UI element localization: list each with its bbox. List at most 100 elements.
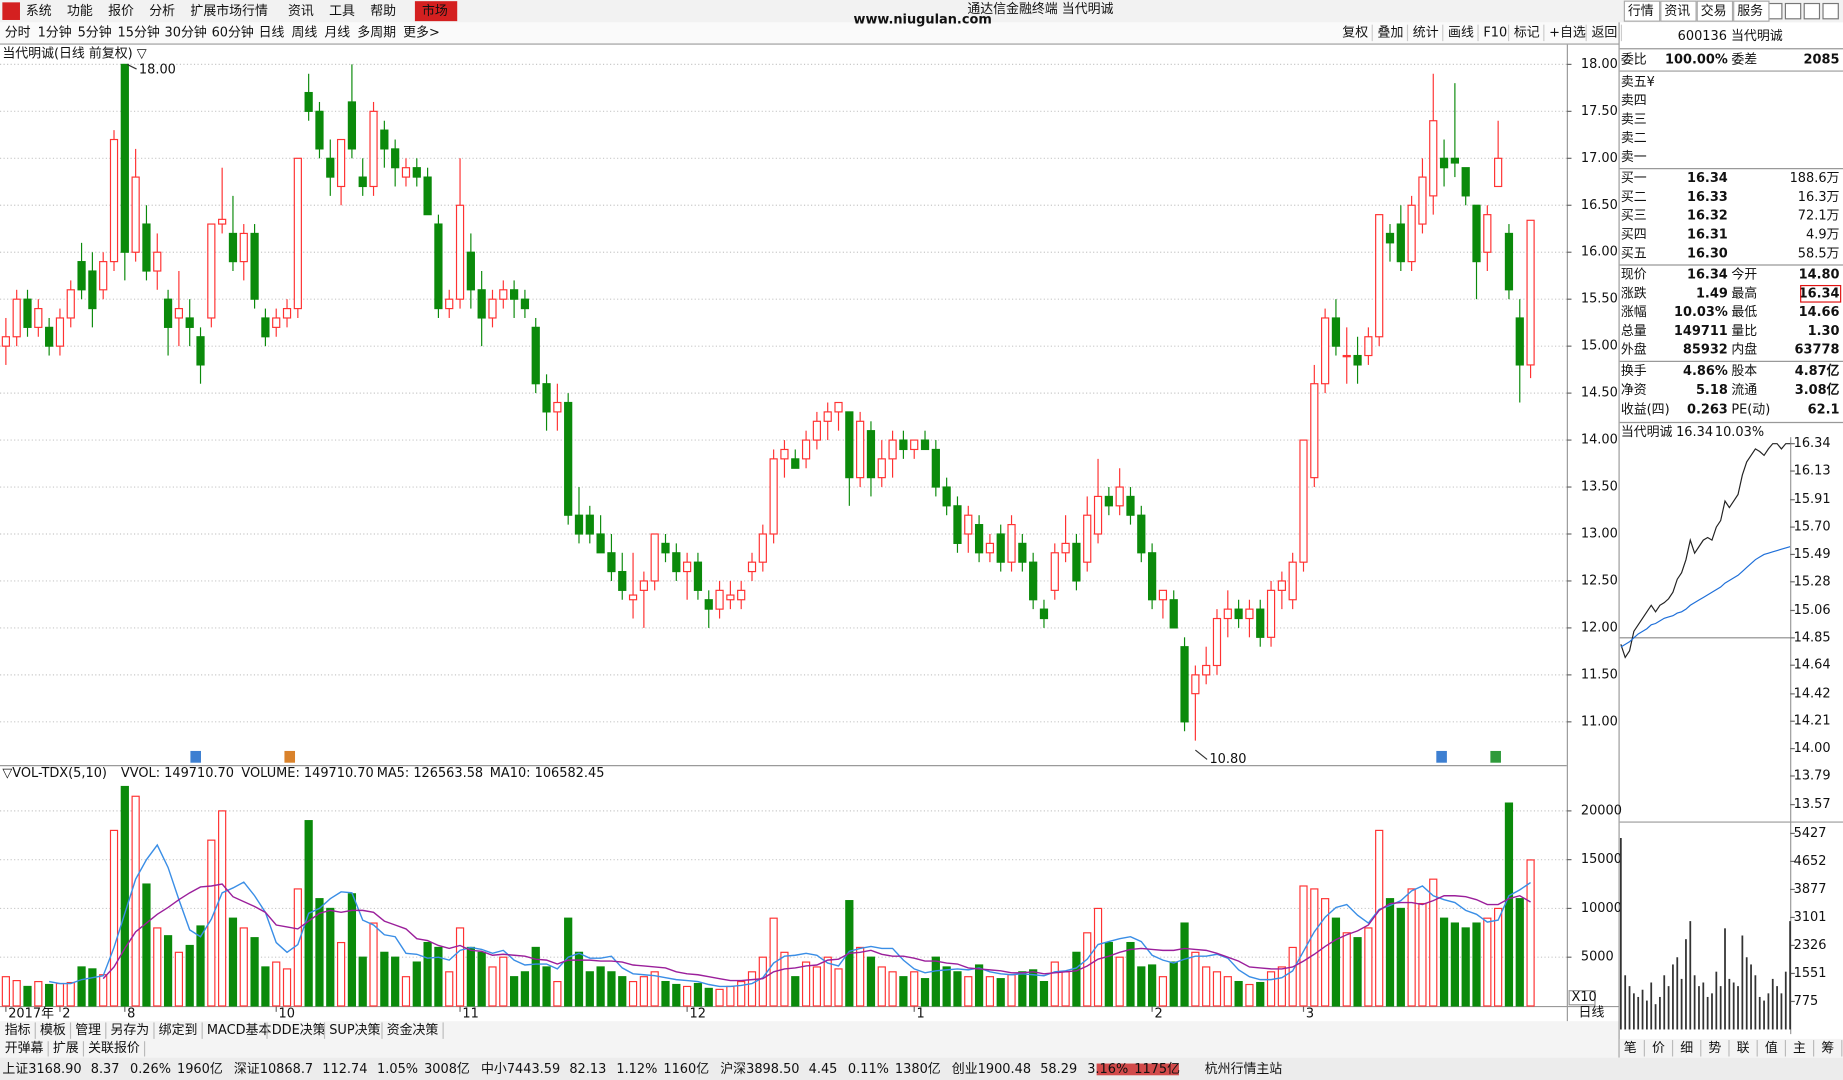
menu-item[interactable]: 报价 [108,4,134,19]
bottom-tab[interactable]: MACD基本 [207,1023,272,1038]
candle-body [531,326,540,385]
side-tab-bar [1619,1038,1843,1058]
bottom-tab[interactable]: 模板 [40,1023,66,1038]
volume-bar [974,964,984,1007]
side-tab[interactable]: 筹 [1821,1040,1834,1056]
period-tab[interactable]: 分时 [5,25,31,40]
event-icon[interactable] [1490,750,1501,763]
market-tab[interactable]: 市场 [422,3,448,19]
y-tick-label: 14.00 [1794,741,1831,756]
volume-bar [964,976,973,1007]
top-button-label[interactable]: 交易 [1701,3,1727,19]
candle-body [1039,608,1049,620]
volume-bar [23,985,32,1007]
tool-button[interactable]: 画线 [1448,25,1474,40]
menu-item[interactable]: 资讯 [288,4,314,19]
menu-item[interactable]: 功能 [67,4,93,19]
bottom-tab[interactable]: 关联报价 [88,1041,140,1056]
top-button-label[interactable]: 资讯 [1664,4,1690,19]
menu-item[interactable]: 系统 [26,4,52,19]
tool-button[interactable]: 标记 [1514,25,1540,40]
tool-button[interactable]: 复权 [1342,24,1368,40]
legend-entry: VVOL: 149710.70 [121,766,234,781]
y-tick-label: 14.42 [1794,686,1831,701]
top-button-label[interactable]: 行情 [1628,4,1654,19]
menu-bar [0,0,1843,23]
menu-item[interactable]: 帮助 [370,4,396,19]
menu-item[interactable]: 工具 [329,4,355,19]
side-tab[interactable]: 笔 [1624,1040,1637,1056]
event-icon[interactable] [284,750,296,763]
tool-button[interactable]: 叠加 [1378,25,1404,40]
period-tab[interactable]: 1分钟 [38,24,72,40]
period-tab[interactable]: 多周期 [357,25,396,40]
candle-body [282,307,292,319]
period-tab[interactable]: 30分钟 [165,24,207,40]
window-button[interactable] [1822,2,1839,20]
candle-body [1494,157,1503,188]
menu-item[interactable]: 分析 [149,4,175,19]
candle-body [1450,157,1459,164]
volume-bar [661,980,670,1007]
side-tab[interactable]: 主 [1793,1041,1806,1056]
candle-body [542,383,551,413]
candle-body [564,401,573,516]
field-label: 委差 [1731,52,1757,67]
volume-bar [866,956,876,1007]
side-tab[interactable]: 细 [1680,1041,1693,1056]
field-label: 量比 [1731,324,1757,339]
period-tab[interactable]: 周线 [291,25,317,40]
top-button-label[interactable]: 服务 [1737,3,1763,19]
period-tab[interactable]: 月线 [324,25,350,40]
candle-body [845,411,854,479]
candle-body [628,594,638,601]
candle-body [866,430,876,479]
y-tick-label: 14.00 [1581,433,1618,448]
window-button[interactable] [1784,2,1802,20]
volume-bar [618,976,627,1007]
candle-body [1461,167,1470,197]
volume-bar [574,951,584,1007]
candle-body [715,589,724,610]
bottom-tab[interactable]: 指标 [5,1023,31,1038]
ask-label: 卖五¥ [1621,75,1655,90]
bid-label: 买二 [1621,190,1647,205]
unit-label: X10 [1571,990,1596,1005]
event-icon[interactable] [1436,750,1447,763]
candle-body [142,223,151,272]
volume-bar [877,966,886,1007]
bottom-tab[interactable]: 资金决策 [387,1022,439,1038]
bottom-tab[interactable]: DDE决策 [272,1022,326,1038]
menu-item[interactable]: 扩展市场行情 [190,3,268,19]
period-tab[interactable]: 日线 [259,25,285,40]
period-tab[interactable]: 15分钟 [118,24,160,40]
bottom-tab[interactable]: 绑定到 [159,1023,198,1038]
tool-button[interactable]: F10 [1483,25,1507,40]
status-field: 上证 [2,1062,28,1077]
candle-body [1342,354,1351,358]
tool-button[interactable]: 统计 [1413,25,1439,40]
side-tab[interactable]: 势 [1708,1040,1721,1056]
status-field: 3168.90 [28,1062,81,1077]
volume-bar [1212,971,1222,1007]
tool-button[interactable]: +自选 [1549,25,1586,40]
window-button[interactable] [1803,2,1821,20]
bottom-tab[interactable]: 开弹幕 [5,1041,44,1056]
period-tab[interactable]: 更多> [403,25,440,40]
bottom-tab[interactable]: SUP决策 [329,1022,380,1038]
period-tab[interactable]: 60分钟 [212,24,254,40]
bottom-tab[interactable]: 另存为 [110,1023,149,1038]
candle-body [1321,317,1330,385]
candle-body [66,289,75,319]
field-label: 最低 [1731,305,1757,320]
bottom-tab[interactable]: 管理 [75,1023,101,1038]
volume-bar [380,951,389,1007]
event-icon[interactable] [190,750,201,763]
volume-bar [1158,976,1168,1007]
period-tab[interactable]: 5分钟 [78,24,112,40]
side-tab[interactable]: 价 [1652,1041,1665,1056]
bottom-tab[interactable]: 扩展 [53,1041,79,1056]
side-tab[interactable]: 联 [1737,1041,1750,1056]
side-tab[interactable]: 值 [1765,1040,1778,1056]
tool-button[interactable]: 返回 [1591,25,1617,40]
